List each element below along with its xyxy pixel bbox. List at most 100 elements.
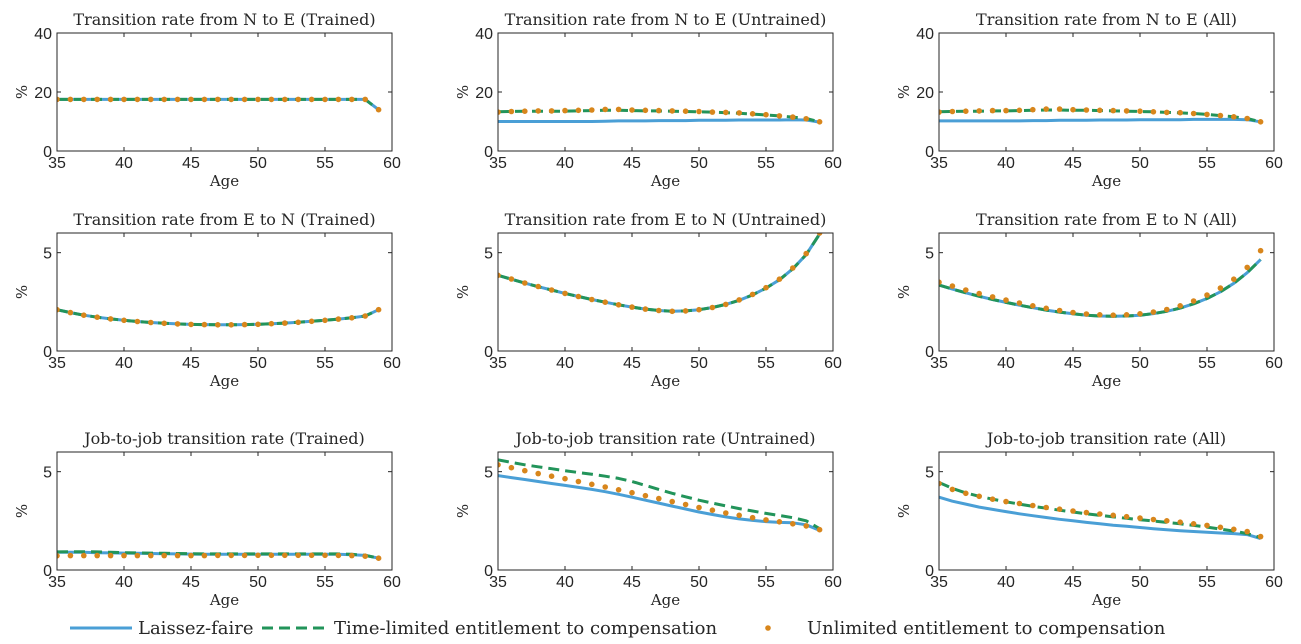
series-point-unlimited <box>508 108 515 115</box>
plot-area <box>57 306 382 328</box>
chart-panel-7: Job-to-job transition rate (Trained) 35 40… <box>13 429 401 609</box>
series-point-unlimited <box>1204 522 1210 529</box>
series-point-unlimited <box>989 496 996 503</box>
chart-title: Job-to-job transition rate (Trained) <box>82 429 365 448</box>
y-tick-label: 5 <box>925 246 934 263</box>
x-tick-label: 60 <box>1265 155 1283 172</box>
series-point-unlimited <box>602 484 608 490</box>
series-point-unlimited <box>1003 107 1009 114</box>
series-point-unlimited <box>282 320 288 326</box>
series-point-unlimited <box>963 490 969 497</box>
series-point-unlimited <box>723 301 729 308</box>
x-tick-label: 55 <box>316 355 334 372</box>
x-tick-label: 45 <box>623 155 641 172</box>
series-point-unlimited <box>1164 109 1170 116</box>
x-tick-label: 50 <box>249 155 267 172</box>
series-point-unlimited <box>1030 303 1036 309</box>
series-point-unlimited <box>1177 109 1183 116</box>
y-axis-label: % <box>454 85 472 99</box>
series-point-unlimited <box>375 106 382 113</box>
series-point-unlimited <box>522 280 528 286</box>
series-point-unlimited <box>1070 508 1076 514</box>
chart-panel-6: Transition rate from E to N (All) 35 40 45 5… <box>895 210 1283 390</box>
y-tick-label: 0 <box>43 563 52 580</box>
axes-box <box>56 32 393 152</box>
legend: Laissez-faire Time-limited entitlement t… <box>70 618 1166 639</box>
series-point-unlimited <box>121 317 127 324</box>
series-point-unlimited <box>696 306 702 313</box>
series-point-unlimited <box>776 113 783 119</box>
series-line-laissez-faire <box>498 233 821 313</box>
series-point-unlimited <box>709 304 716 311</box>
series-point-unlimited <box>656 495 662 502</box>
chart-title: Transition rate from N to E (All) <box>976 10 1237 29</box>
series-point-unlimited <box>749 111 756 117</box>
x-tick-label: 50 <box>249 355 267 372</box>
series-point-unlimited <box>362 313 369 319</box>
series-point-unlimited <box>67 309 74 316</box>
series-point-unlimited <box>1137 515 1143 521</box>
series-point-unlimited <box>134 96 141 103</box>
axes-box <box>56 451 393 571</box>
series-point-unlimited <box>949 283 956 289</box>
series-point-unlimited <box>736 110 742 116</box>
x-axis-label: Age <box>1091 172 1121 190</box>
series-point-unlimited <box>1056 106 1063 112</box>
series-point-unlimited <box>1150 309 1157 315</box>
x-tick-label: 50 <box>690 355 708 372</box>
series-point-unlimited <box>963 108 969 114</box>
series-point-unlimited <box>776 276 783 283</box>
series-point-unlimited <box>548 473 555 480</box>
series-point-unlimited <box>295 96 302 103</box>
series-point-unlimited <box>548 287 555 293</box>
series-point-unlimited <box>949 108 956 115</box>
series-point-unlimited <box>1217 285 1224 291</box>
series-point-unlimited <box>241 552 248 559</box>
series-point-unlimited <box>1231 526 1237 533</box>
series-point-unlimited <box>736 512 742 519</box>
x-tick-label: 60 <box>1265 574 1283 591</box>
series-point-unlimited <box>629 304 635 310</box>
series-point-unlimited <box>602 299 608 306</box>
series-point-unlimited <box>669 498 675 505</box>
series-point-unlimited <box>1177 303 1183 309</box>
chart-panel-8: Job-to-job transition rate (Untrained) 35… <box>454 429 842 609</box>
x-tick-label: 40 <box>115 355 133 372</box>
x-axis-label: Age <box>209 372 239 390</box>
chart-panel-9: Job-to-job transition rate (All)35 40 45 50… <box>895 429 1283 609</box>
series-point-unlimited <box>94 552 100 559</box>
x-tick-label: 35 <box>48 155 66 172</box>
series-point-unlimited <box>322 552 328 559</box>
series-point-unlimited <box>362 96 369 103</box>
series-point-unlimited <box>335 96 342 103</box>
series-point-unlimited <box>749 514 756 521</box>
plot-area <box>498 106 823 125</box>
x-tick-label: 50 <box>690 155 708 172</box>
y-axis-label: % <box>454 504 472 518</box>
x-tick-label: 45 <box>182 574 200 591</box>
x-tick-label: 40 <box>997 155 1015 172</box>
x-tick-label: 55 <box>757 155 775 172</box>
x-tick-label: 40 <box>997 355 1015 372</box>
series-point-unlimited <box>295 552 302 559</box>
series-point-unlimited <box>615 106 622 113</box>
y-axis-label: % <box>895 285 913 299</box>
series-point-unlimited <box>1016 300 1023 306</box>
series-point-unlimited <box>1056 307 1063 314</box>
x-tick-label: 45 <box>623 574 641 591</box>
series-point-unlimited <box>939 279 942 285</box>
series-line-laissez-faire <box>498 118 820 124</box>
series-point-unlimited <box>57 553 60 559</box>
series-point-unlimited <box>188 552 194 559</box>
series-point-unlimited <box>308 318 315 325</box>
series-line-time-limited <box>939 258 1262 318</box>
series-point-unlimited <box>682 308 689 314</box>
y-axis-label: % <box>13 504 31 518</box>
chart-title: Transition rate from E to N (All) <box>976 210 1237 229</box>
series-point-unlimited <box>174 96 181 103</box>
series-point-unlimited <box>268 552 275 559</box>
series-point-unlimited <box>963 287 969 293</box>
x-axis-label: Age <box>650 372 680 390</box>
series-point-unlimited <box>161 320 167 327</box>
series-point-unlimited <box>228 96 234 103</box>
